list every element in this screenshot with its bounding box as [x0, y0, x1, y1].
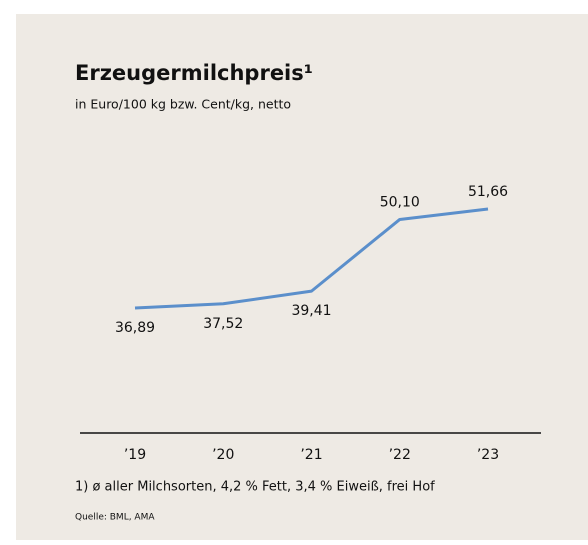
x-tick-label: ’20: [212, 447, 234, 463]
data-label: 50,10: [380, 194, 420, 210]
x-tick-label: ’21: [300, 447, 322, 463]
chart-title: Erzeugermilchpreis¹: [75, 61, 313, 85]
data-label: 39,41: [291, 303, 331, 319]
x-tick-label: ’22: [389, 447, 411, 463]
data-label: 37,52: [203, 316, 243, 332]
x-tick-label: ’19: [124, 447, 146, 463]
line: [134, 207, 489, 310]
source: Quelle: BML, AMA: [75, 513, 155, 523]
footnote: 1) ø aller Milchsorten, 4,2 % Fett, 3,4 …: [75, 480, 435, 495]
x-tick-label: ’23: [477, 447, 499, 463]
data-label: 51,66: [468, 184, 508, 200]
subtitle: in Euro/100 kg bzw. Cent/kg, netto: [75, 97, 291, 112]
background: [16, 14, 588, 540]
data-label: 36,89: [115, 320, 155, 336]
